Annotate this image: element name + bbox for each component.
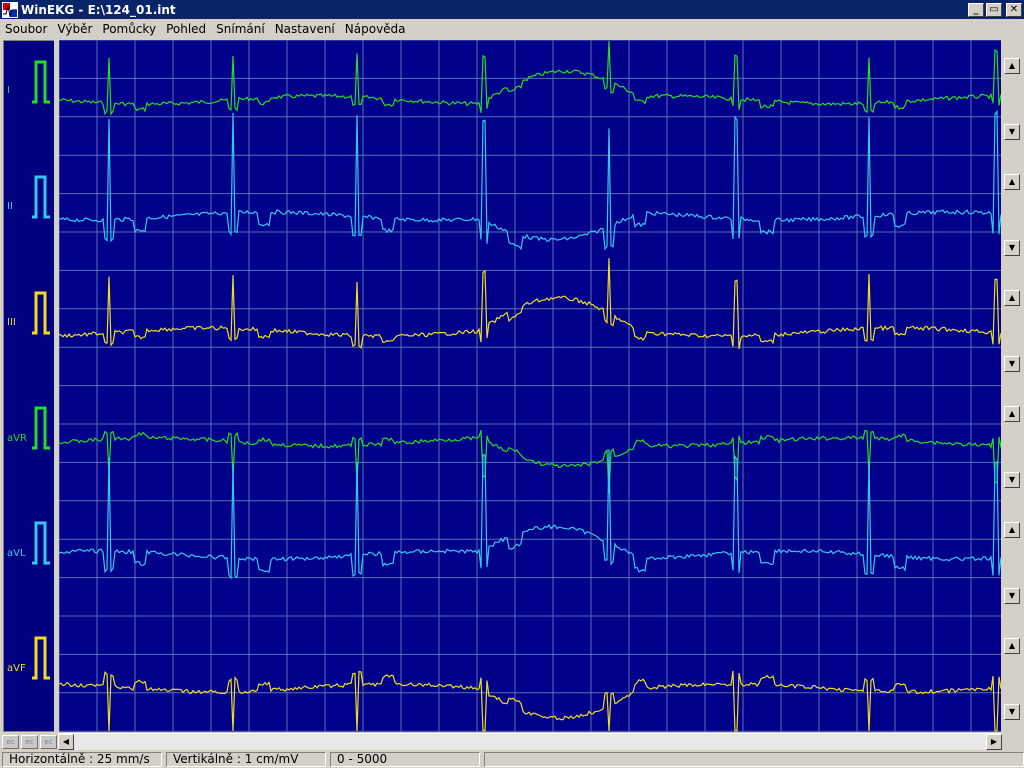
- title-bar: WinEKG - E:\124_01.int _ ▭ ✕: [0, 0, 1024, 19]
- menu-pohled[interactable]: Pohled: [166, 21, 207, 36]
- calibration-pulse-icon: [32, 175, 50, 219]
- menu-bar: Soubor Výběr Pomůcky Pohled Snímání Nast…: [0, 19, 1024, 38]
- maximize-button[interactable]: ▭: [986, 2, 1002, 17]
- lead-aVR-up-arrow-icon[interactable]: ▲: [1004, 406, 1020, 422]
- app-icon: [2, 1, 18, 18]
- menu-snimani[interactable]: Snímání: [216, 21, 265, 36]
- lead-aVF-down-arrow-icon[interactable]: ▼: [1004, 704, 1020, 720]
- window-title: WinEKG - E:\124_01.int: [21, 2, 176, 17]
- lead-aVL-down-arrow-icon[interactable]: ▼: [1004, 588, 1020, 604]
- horizontal-scrollbar[interactable]: ◀ ▶: [58, 733, 1002, 750]
- calibration-pulse-icon: [32, 291, 50, 335]
- lead-label-III: III: [7, 317, 16, 328]
- vertical-scrollbar[interactable]: ▲ ▼ ▲ ▼ ▲ ▼ ▲ ▼ ▲ ▼ ▲ ▼: [1003, 40, 1021, 732]
- work-area: I II III aVR aVL aVF ▲ ▼: [0, 38, 1024, 751]
- lead-II-up-arrow-icon[interactable]: ▲: [1004, 174, 1020, 190]
- calibration-pulse-icon: [32, 406, 50, 450]
- ekg-trace-aVL: [59, 449, 1001, 580]
- lead-panel: I II III aVR aVL aVF: [3, 40, 55, 732]
- minimize-button[interactable]: _: [968, 2, 984, 17]
- calibration-pulse-icon: [32, 636, 50, 680]
- status-empty: [484, 752, 1024, 767]
- lead-aVF-up-arrow-icon[interactable]: ▲: [1004, 638, 1020, 654]
- lead-I-up-arrow-icon[interactable]: ▲: [1004, 58, 1020, 74]
- ekg-trace-aVR: [59, 429, 1001, 494]
- lead-III-up-arrow-icon[interactable]: ▲: [1004, 290, 1020, 306]
- lead-label-aVL: aVL: [7, 548, 26, 559]
- lead-II-down-arrow-icon[interactable]: ▼: [1004, 240, 1020, 256]
- ekg-trace-aVF: [59, 670, 1001, 732]
- lead-label-aVF: aVF: [7, 663, 26, 674]
- calibration-pulse-icon: [32, 60, 50, 104]
- lead-I-down-arrow-icon[interactable]: ▼: [1004, 124, 1020, 140]
- ekg-plot-area[interactable]: [59, 40, 1001, 732]
- calibration-pulse-icon: [32, 521, 50, 565]
- mini-button-2[interactable]: ec: [21, 735, 38, 749]
- lead-label-I: I: [7, 85, 10, 96]
- scroll-left-arrow-icon[interactable]: ◀: [58, 734, 74, 750]
- menu-pomucky[interactable]: Pomůcky: [102, 21, 157, 36]
- ekg-traces: [59, 40, 1001, 732]
- mini-button-3[interactable]: ec: [40, 735, 57, 749]
- close-button[interactable]: ✕: [1006, 2, 1022, 17]
- lead-aVR-down-arrow-icon[interactable]: ▼: [1004, 472, 1020, 488]
- status-range: 0 - 5000: [330, 752, 480, 767]
- scroll-right-arrow-icon[interactable]: ▶: [986, 734, 1002, 750]
- lead-III-down-arrow-icon[interactable]: ▼: [1004, 356, 1020, 372]
- menu-vyber[interactable]: Výběr: [57, 21, 93, 36]
- trace-lines: [59, 40, 1001, 732]
- status-bar: Horizontálně : 25 mm/s Vertikálně : 1 cm…: [0, 751, 1024, 768]
- bottom-bar: ec ec ec ◀ ▶: [0, 733, 1024, 751]
- menu-nastaveni[interactable]: Nastavení: [274, 21, 335, 36]
- status-vertical: Vertikálně : 1 cm/mV: [166, 752, 326, 767]
- grid-lines: [59, 40, 1001, 732]
- menu-soubor[interactable]: Soubor: [5, 21, 48, 36]
- ekg-trace-III: [59, 258, 1001, 350]
- status-horizontal: Horizontálně : 25 mm/s: [2, 752, 162, 767]
- menu-napoveda[interactable]: Nápověda: [344, 21, 406, 36]
- ekg-trace-I: [59, 40, 1001, 116]
- lead-label-II: II: [7, 201, 13, 212]
- panel-divider[interactable]: [54, 40, 58, 732]
- lead-aVL-up-arrow-icon[interactable]: ▲: [1004, 522, 1020, 538]
- ekg-trace-II: [59, 109, 1001, 251]
- mini-button-1[interactable]: ec: [2, 735, 19, 749]
- lead-label-aVR: aVR: [7, 433, 27, 444]
